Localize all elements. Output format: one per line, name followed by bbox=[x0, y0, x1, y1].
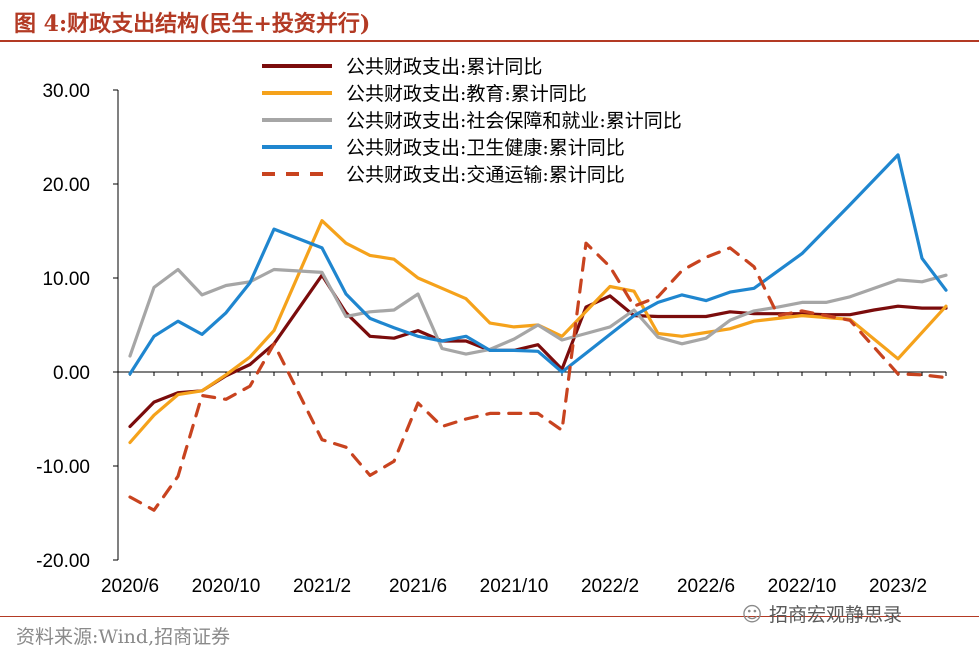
x-tick-label: 2022/10 bbox=[768, 576, 837, 597]
watermark: ☺ 招商宏观静思录 bbox=[735, 600, 902, 627]
y-tick-label: 0.00 bbox=[53, 363, 90, 384]
series-line bbox=[128, 267, 948, 358]
wechat-icon: ☺ bbox=[741, 602, 763, 626]
x-tick-label: 2020/6 bbox=[101, 576, 159, 597]
chart-title: 图 4:财政支出结构(民生+投资并行) bbox=[14, 11, 371, 37]
x-tick-label: 2020/10 bbox=[192, 576, 261, 597]
series-line bbox=[128, 153, 948, 376]
legend-label: 公共财政支出:累计同比 bbox=[346, 56, 542, 78]
line-chart: -20.00 -10.00 0.00 10.00 20.00 30.00 2020/6 202… bbox=[36, 56, 948, 597]
y-tick-label: 30.00 bbox=[42, 81, 90, 102]
x-tick-label: 2021/2 bbox=[293, 576, 351, 597]
y-tick-label: 10.00 bbox=[42, 269, 90, 290]
x-tick-label: 2021/10 bbox=[480, 576, 549, 597]
x-tick-label: 2022/6 bbox=[677, 576, 735, 597]
x-tick-label: 2023/2 bbox=[869, 576, 927, 597]
source-note: 资料来源:Wind,招商证券 bbox=[16, 626, 231, 648]
series-line bbox=[128, 219, 948, 445]
legend-label: 公共财政支出:交通运输:累计同比 bbox=[346, 164, 625, 186]
series-line bbox=[128, 241, 948, 512]
legend-label: 公共财政支出:社会保障和就业:累计同比 bbox=[346, 110, 682, 132]
y-tick-label: -20.00 bbox=[36, 551, 90, 572]
legend-label: 公共财政支出:卫生健康:累计同比 bbox=[346, 137, 625, 159]
footer-divider bbox=[0, 616, 979, 617]
y-tick-label: 20.00 bbox=[42, 175, 90, 196]
y-tick-label: -10.00 bbox=[36, 457, 90, 478]
watermark-text: 招商宏观静思录 bbox=[769, 604, 903, 626]
title-divider bbox=[0, 40, 979, 42]
x-tick-label: 2022/2 bbox=[581, 576, 639, 597]
series-line bbox=[128, 273, 948, 429]
x-tick-label: 2021/6 bbox=[389, 576, 447, 597]
legend-label: 公共财政支出:教育:累计同比 bbox=[346, 83, 587, 105]
